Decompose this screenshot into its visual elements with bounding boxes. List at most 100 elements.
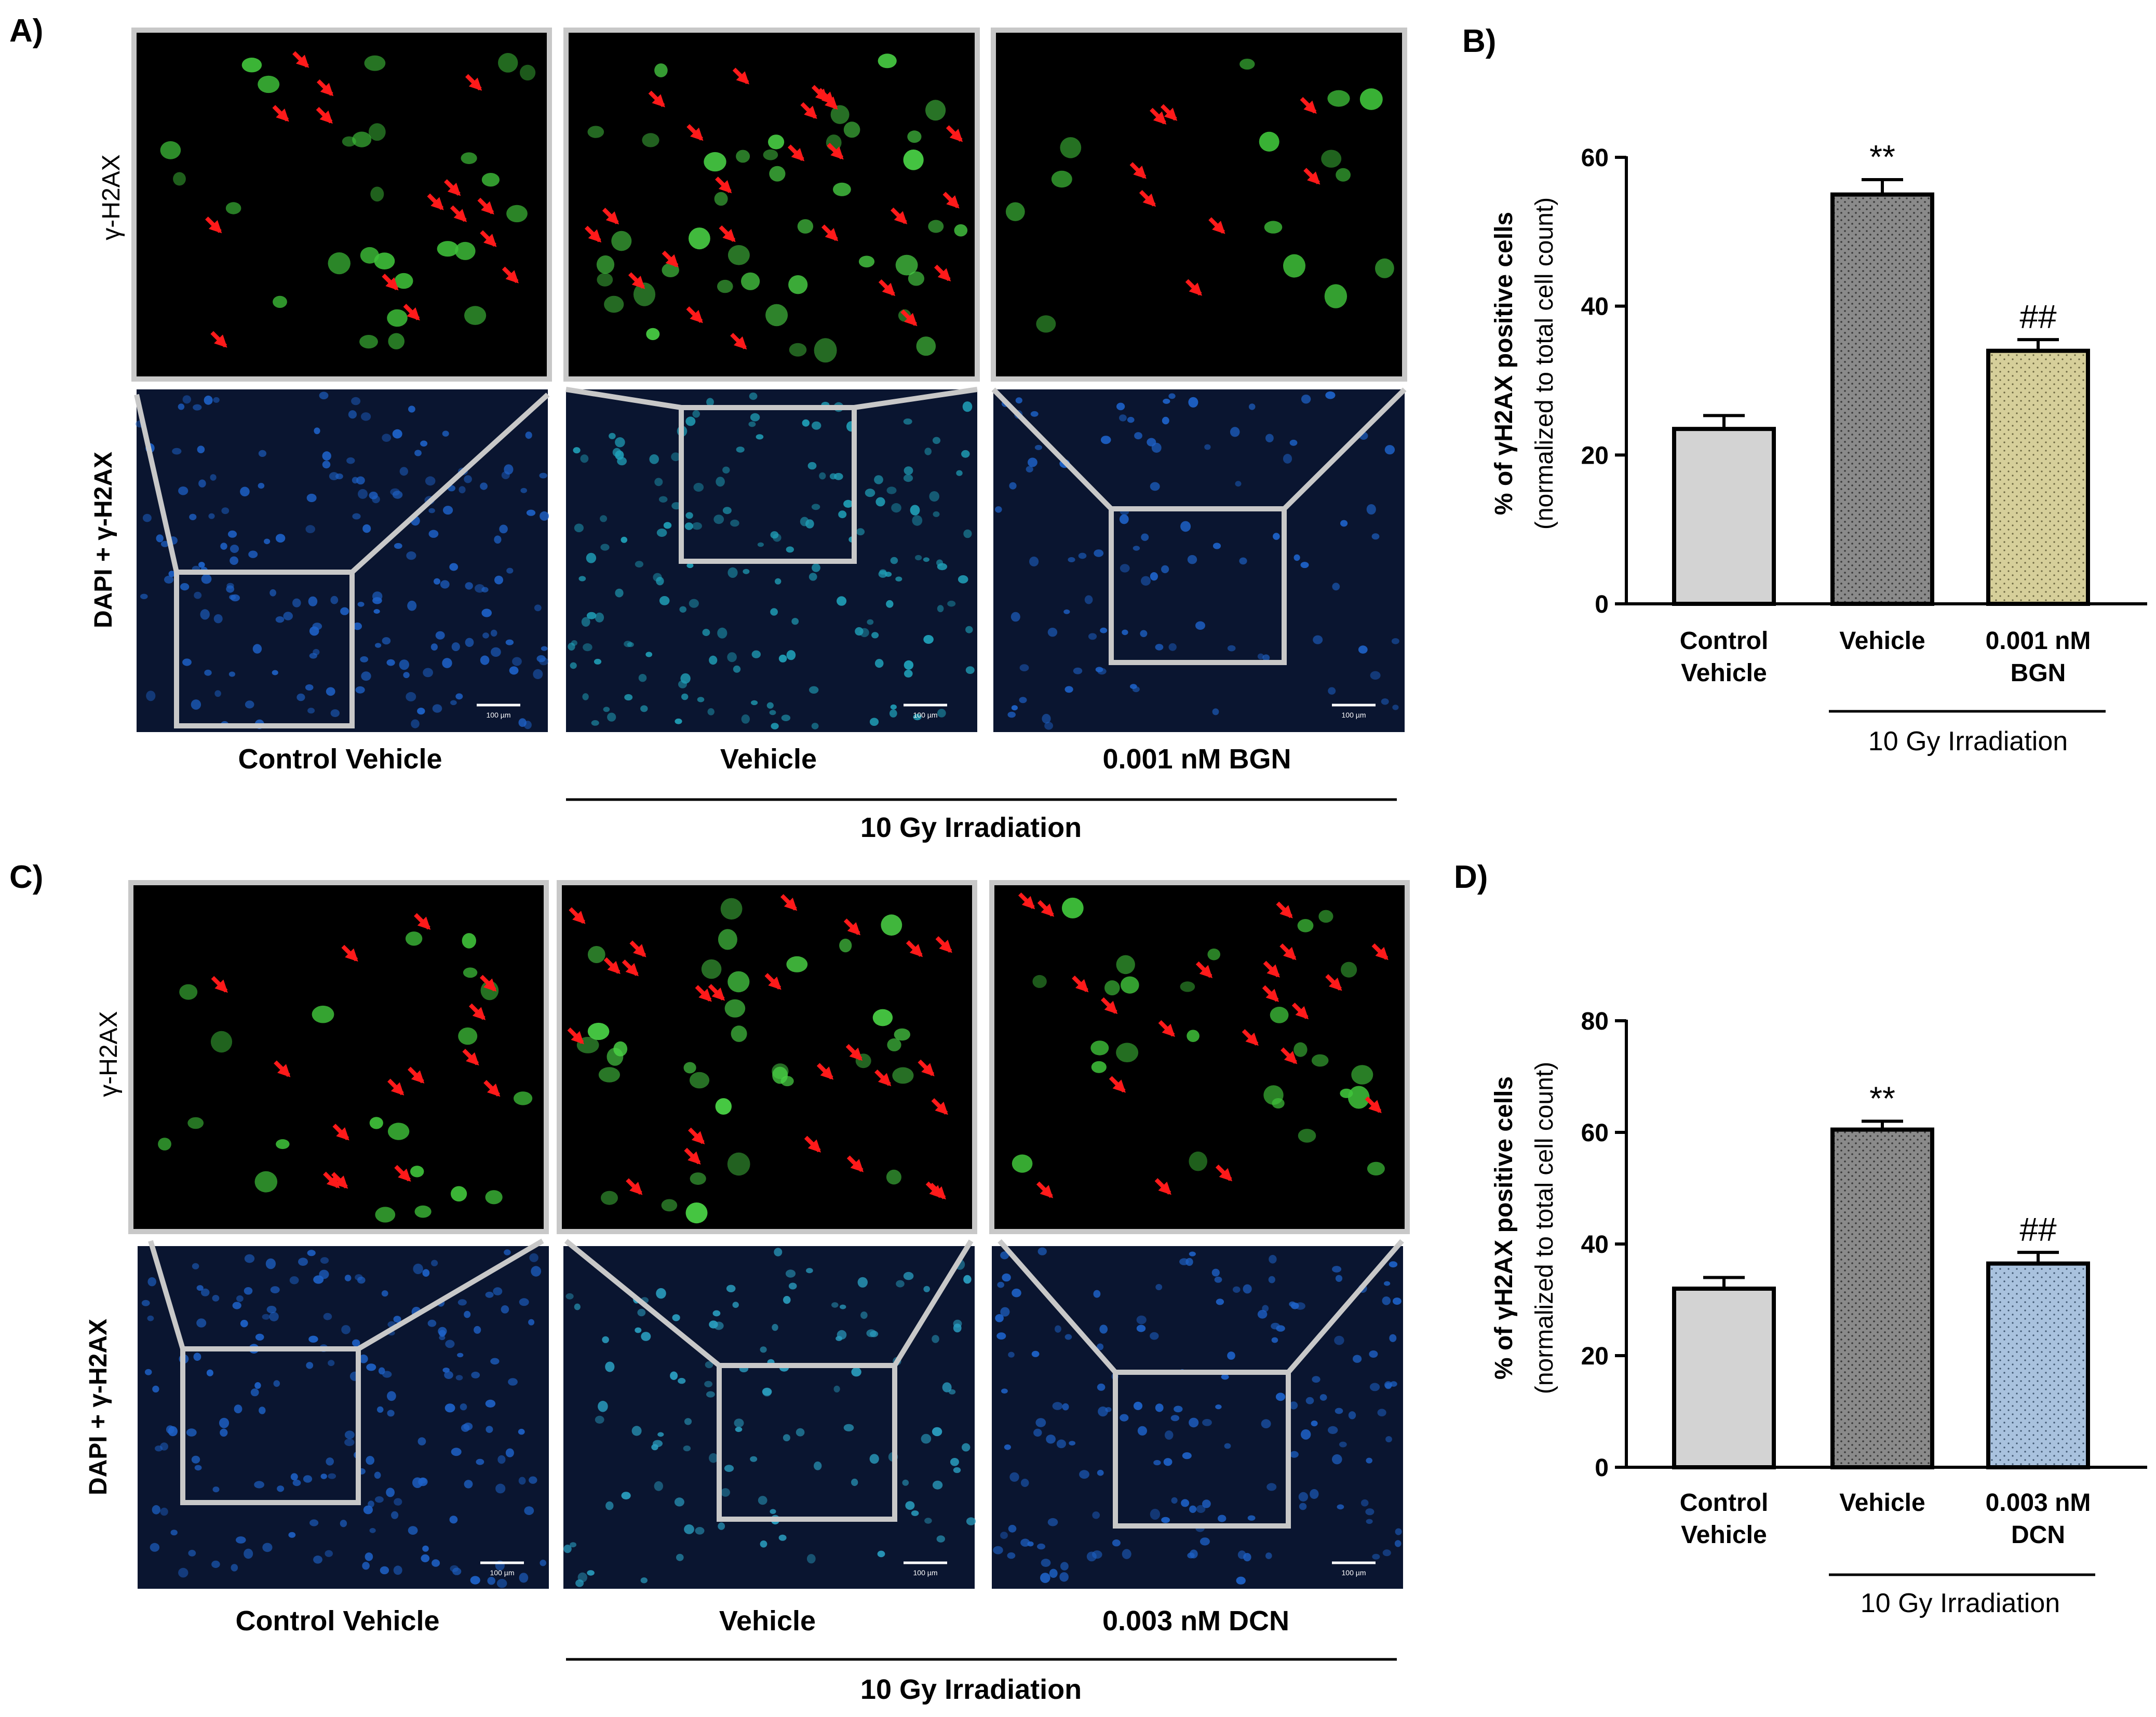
cell-nucleus — [309, 1519, 319, 1526]
cell-nucleus — [241, 58, 262, 73]
cell-nucleus — [1227, 1351, 1235, 1360]
cell-nucleus — [410, 1166, 424, 1178]
red-arrow-icon — [935, 936, 952, 953]
cell-nucleus — [449, 1516, 458, 1524]
cell-nucleus — [144, 1369, 152, 1375]
cell-nucleus — [524, 1506, 534, 1516]
cell-nucleus — [158, 1138, 171, 1151]
cell-nucleus — [374, 252, 395, 269]
cell-nucleus — [458, 1027, 478, 1045]
red-arrow-icon — [684, 1147, 701, 1165]
cell-nucleus — [289, 1276, 299, 1285]
cell-nucleus — [1171, 1497, 1178, 1504]
cell-nucleus — [819, 472, 826, 480]
cell-nucleus — [595, 1415, 604, 1424]
cell-nucleus — [1136, 1315, 1147, 1324]
cell-nucleus — [1044, 722, 1053, 730]
cell-nucleus — [953, 1323, 962, 1333]
cell-nucleus — [509, 666, 519, 675]
cell-nucleus — [923, 635, 934, 644]
chart-b-ylabel-1: % of γH2AX positive cells — [1490, 212, 1518, 515]
cell-nucleus — [245, 700, 254, 709]
cell-nucleus — [540, 511, 549, 521]
cell-nucleus — [534, 604, 542, 612]
cell-nucleus — [751, 650, 761, 658]
cell-nucleus — [1319, 1394, 1327, 1401]
red-arrow-icon — [688, 1127, 705, 1144]
cell-nucleus — [1120, 564, 1130, 573]
cell-nucleus — [439, 1330, 446, 1337]
x-category-label: Control — [1680, 1489, 1769, 1517]
red-arrow-icon — [316, 106, 333, 124]
red-arrow-icon — [732, 67, 749, 85]
cell-nucleus — [497, 1455, 506, 1464]
cell-nucleus — [394, 1498, 402, 1506]
a-scale-label-bgn: 100 µm — [1342, 711, 1366, 719]
cell-nucleus — [907, 130, 922, 143]
cell-nucleus — [455, 1375, 463, 1381]
red-arrow-icon — [1154, 1178, 1171, 1195]
red-arrow-icon — [502, 266, 519, 283]
a-connector-left-vehicle — [565, 387, 682, 410]
cell-nucleus — [464, 306, 487, 325]
cell-nucleus — [716, 477, 725, 487]
cell-nucleus — [425, 476, 436, 486]
cell-nucleus — [442, 658, 452, 668]
red-arrow-icon — [626, 1178, 643, 1195]
red-arrow-icon — [1263, 961, 1280, 978]
a-col-label-control: Control Vehicle — [238, 743, 442, 775]
red-arrow-icon — [602, 208, 619, 225]
cell-nucleus — [733, 665, 741, 673]
cell-nucleus — [1298, 1129, 1316, 1143]
red-arrow-icon — [1300, 97, 1317, 114]
cell-nucleus — [769, 710, 776, 715]
cell-nucleus — [1313, 635, 1323, 644]
cell-nucleus — [641, 1332, 651, 1341]
cell-nucleus — [1116, 402, 1125, 411]
image-a-top-vehicle — [563, 28, 980, 382]
cell-nucleus — [505, 1448, 514, 1457]
cell-nucleus — [482, 632, 489, 639]
cell-nucleus — [328, 1473, 336, 1479]
cell-nucleus — [355, 686, 365, 694]
cell-nucleus — [869, 1454, 879, 1464]
cell-nucleus — [905, 1501, 915, 1510]
cell-nucleus — [225, 202, 241, 214]
cell-nucleus — [1001, 1388, 1008, 1394]
image-c-top-dcn — [989, 880, 1410, 1234]
cell-nucleus — [1311, 1054, 1329, 1067]
red-arrow-icon — [787, 144, 805, 161]
cell-nucleus — [869, 718, 879, 726]
cell-nucleus — [685, 1202, 708, 1224]
cell-nucleus — [298, 1258, 308, 1266]
cell-nucleus — [352, 131, 372, 147]
cell-nucleus — [1301, 395, 1311, 404]
cell-nucleus — [228, 671, 235, 677]
red-arrow-icon — [821, 92, 838, 110]
cell-nucleus — [1060, 1562, 1069, 1571]
chart-b-plot: 0 20 40 60 Control Vehicle ** Vehicle ## 0.001 nM… — [1581, 138, 2147, 687]
cell-nucleus — [292, 598, 301, 607]
cell-nucleus — [533, 669, 543, 679]
c-zoom-box-dcn — [1113, 1370, 1291, 1529]
cell-nucleus — [305, 525, 315, 533]
cell-nucleus — [1127, 416, 1135, 423]
red-arrow-icon — [603, 957, 621, 975]
cell-nucleus — [797, 219, 814, 234]
cell-nucleus — [903, 1272, 914, 1280]
cell-nucleus — [141, 1300, 150, 1306]
cell-nucleus — [372, 597, 382, 604]
cell-nucleus — [427, 1319, 437, 1327]
cell-nucleus — [1008, 1351, 1015, 1358]
cell-nucleus — [831, 1302, 839, 1308]
image-a-bottom-control — [137, 389, 548, 732]
cell-nucleus — [244, 1254, 255, 1263]
red-arrow-icon — [1279, 943, 1297, 961]
cell-nucleus — [727, 567, 738, 578]
cell-nucleus — [365, 1552, 373, 1561]
cell-nucleus — [1028, 457, 1037, 467]
cell-nucleus — [734, 1418, 744, 1428]
cell-nucleus — [156, 534, 164, 543]
chart-d-ylabel-1: % of γH2AX positive cells — [1490, 1076, 1518, 1380]
cell-nucleus — [1011, 705, 1018, 711]
